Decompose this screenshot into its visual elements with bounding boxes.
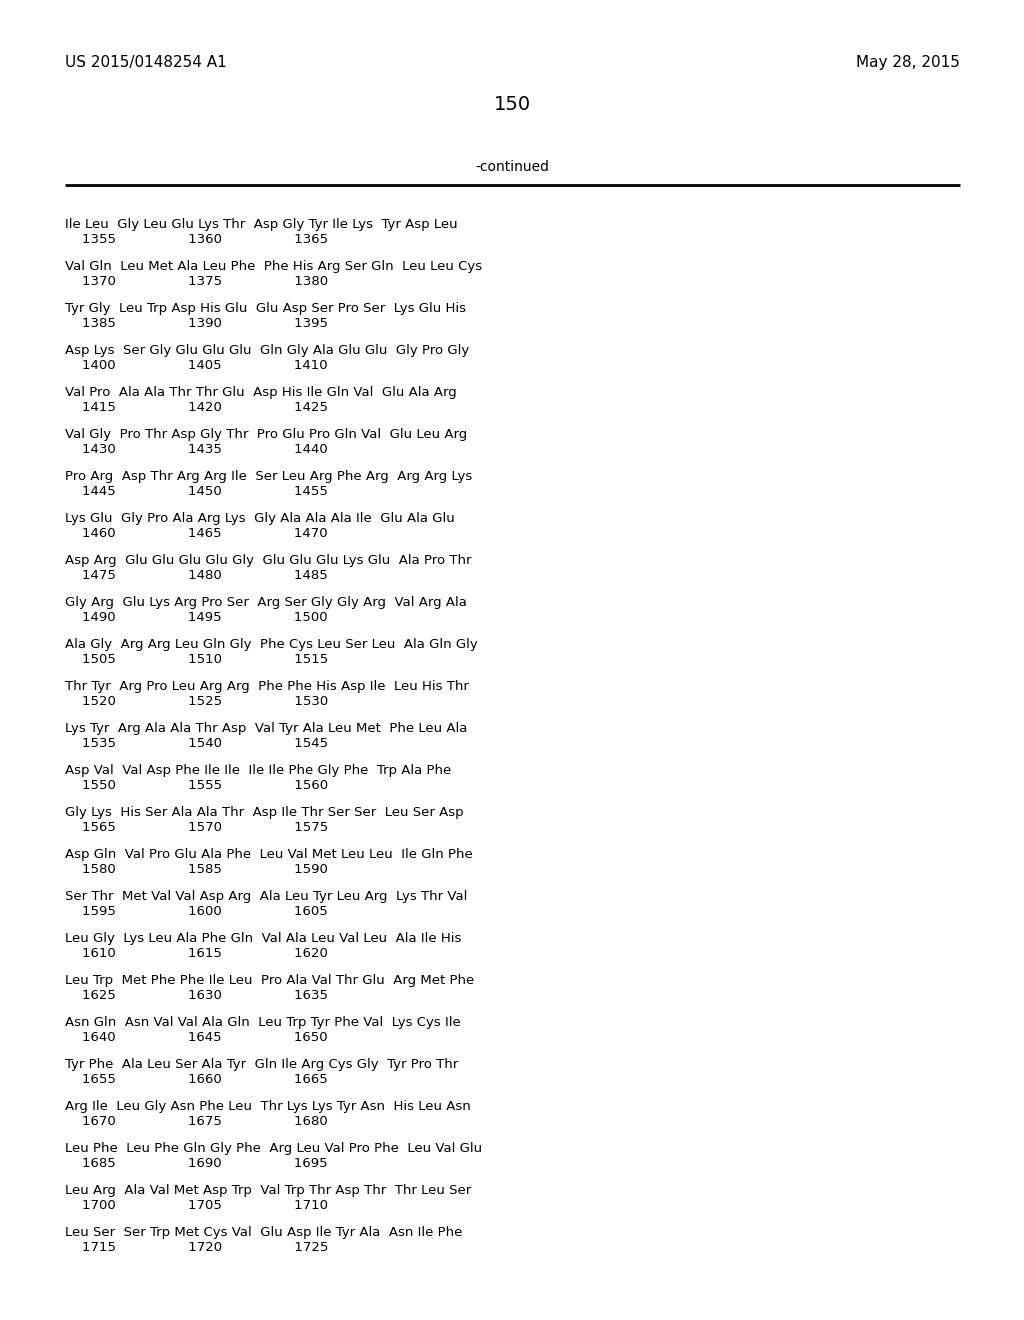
Text: 1640                 1645                 1650: 1640 1645 1650 (65, 1031, 328, 1044)
Text: 1445                 1450                 1455: 1445 1450 1455 (65, 484, 328, 498)
Text: Lys Tyr  Arg Ala Ala Thr Asp  Val Tyr Ala Leu Met  Phe Leu Ala: Lys Tyr Arg Ala Ala Thr Asp Val Tyr Ala … (65, 722, 467, 735)
Text: Val Gln  Leu Met Ala Leu Phe  Phe His Arg Ser Gln  Leu Leu Cys: Val Gln Leu Met Ala Leu Phe Phe His Arg … (65, 260, 482, 273)
Text: Arg Ile  Leu Gly Asn Phe Leu  Thr Lys Lys Tyr Asn  His Leu Asn: Arg Ile Leu Gly Asn Phe Leu Thr Lys Lys … (65, 1100, 471, 1113)
Text: Val Pro  Ala Ala Thr Thr Glu  Asp His Ile Gln Val  Glu Ala Arg: Val Pro Ala Ala Thr Thr Glu Asp His Ile … (65, 385, 457, 399)
Text: Ser Thr  Met Val Val Asp Arg  Ala Leu Tyr Leu Arg  Lys Thr Val: Ser Thr Met Val Val Asp Arg Ala Leu Tyr … (65, 890, 467, 903)
Text: 1625                 1630                 1635: 1625 1630 1635 (65, 989, 328, 1002)
Text: Thr Tyr  Arg Pro Leu Arg Arg  Phe Phe His Asp Ile  Leu His Thr: Thr Tyr Arg Pro Leu Arg Arg Phe Phe His … (65, 680, 469, 693)
Text: 1415                 1420                 1425: 1415 1420 1425 (65, 401, 328, 414)
Text: 1670                 1675                 1680: 1670 1675 1680 (65, 1115, 328, 1129)
Text: 1715                 1720                 1725: 1715 1720 1725 (65, 1241, 329, 1254)
Text: 1385                 1390                 1395: 1385 1390 1395 (65, 317, 328, 330)
Text: 1355                 1360                 1365: 1355 1360 1365 (65, 234, 328, 246)
Text: Asp Gln  Val Pro Glu Ala Phe  Leu Val Met Leu Leu  Ile Gln Phe: Asp Gln Val Pro Glu Ala Phe Leu Val Met … (65, 847, 473, 861)
Text: -continued: -continued (475, 160, 549, 174)
Text: 1610                 1615                 1620: 1610 1615 1620 (65, 946, 328, 960)
Text: Leu Phe  Leu Phe Gln Gly Phe  Arg Leu Val Pro Phe  Leu Val Glu: Leu Phe Leu Phe Gln Gly Phe Arg Leu Val … (65, 1142, 482, 1155)
Text: 1655                 1660                 1665: 1655 1660 1665 (65, 1073, 328, 1086)
Text: May 28, 2015: May 28, 2015 (856, 55, 961, 70)
Text: 1460                 1465                 1470: 1460 1465 1470 (65, 527, 328, 540)
Text: Leu Arg  Ala Val Met Asp Trp  Val Trp Thr Asp Thr  Thr Leu Ser: Leu Arg Ala Val Met Asp Trp Val Trp Thr … (65, 1184, 471, 1197)
Text: Gly Lys  His Ser Ala Ala Thr  Asp Ile Thr Ser Ser  Leu Ser Asp: Gly Lys His Ser Ala Ala Thr Asp Ile Thr … (65, 807, 464, 818)
Text: US 2015/0148254 A1: US 2015/0148254 A1 (65, 55, 226, 70)
Text: 1565                 1570                 1575: 1565 1570 1575 (65, 821, 329, 834)
Text: Tyr Gly  Leu Trp Asp His Glu  Glu Asp Ser Pro Ser  Lys Glu His: Tyr Gly Leu Trp Asp His Glu Glu Asp Ser … (65, 302, 466, 315)
Text: Leu Gly  Lys Leu Ala Phe Gln  Val Ala Leu Val Leu  Ala Ile His: Leu Gly Lys Leu Ala Phe Gln Val Ala Leu … (65, 932, 462, 945)
Text: Tyr Phe  Ala Leu Ser Ala Tyr  Gln Ile Arg Cys Gly  Tyr Pro Thr: Tyr Phe Ala Leu Ser Ala Tyr Gln Ile Arg … (65, 1059, 459, 1071)
Text: 1550                 1555                 1560: 1550 1555 1560 (65, 779, 328, 792)
Text: Ala Gly  Arg Arg Leu Gln Gly  Phe Cys Leu Ser Leu  Ala Gln Gly: Ala Gly Arg Arg Leu Gln Gly Phe Cys Leu … (65, 638, 478, 651)
Text: Leu Ser  Ser Trp Met Cys Val  Glu Asp Ile Tyr Ala  Asn Ile Phe: Leu Ser Ser Trp Met Cys Val Glu Asp Ile … (65, 1226, 463, 1239)
Text: Leu Trp  Met Phe Phe Ile Leu  Pro Ala Val Thr Glu  Arg Met Phe: Leu Trp Met Phe Phe Ile Leu Pro Ala Val … (65, 974, 474, 987)
Text: Asp Val  Val Asp Phe Ile Ile  Ile Ile Phe Gly Phe  Trp Ala Phe: Asp Val Val Asp Phe Ile Ile Ile Ile Phe … (65, 764, 452, 777)
Text: Gly Arg  Glu Lys Arg Pro Ser  Arg Ser Gly Gly Arg  Val Arg Ala: Gly Arg Glu Lys Arg Pro Ser Arg Ser Gly … (65, 597, 467, 609)
Text: 1595                 1600                 1605: 1595 1600 1605 (65, 906, 328, 917)
Text: 150: 150 (494, 95, 530, 114)
Text: 1580                 1585                 1590: 1580 1585 1590 (65, 863, 328, 876)
Text: 1505                 1510                 1515: 1505 1510 1515 (65, 653, 329, 667)
Text: 1700                 1705                 1710: 1700 1705 1710 (65, 1199, 328, 1212)
Text: 1475                 1480                 1485: 1475 1480 1485 (65, 569, 328, 582)
Text: Pro Arg  Asp Thr Arg Arg Ile  Ser Leu Arg Phe Arg  Arg Arg Lys: Pro Arg Asp Thr Arg Arg Ile Ser Leu Arg … (65, 470, 472, 483)
Text: Lys Glu  Gly Pro Ala Arg Lys  Gly Ala Ala Ala Ile  Glu Ala Glu: Lys Glu Gly Pro Ala Arg Lys Gly Ala Ala … (65, 512, 455, 525)
Text: 1430                 1435                 1440: 1430 1435 1440 (65, 444, 328, 455)
Text: 1685                 1690                 1695: 1685 1690 1695 (65, 1158, 328, 1170)
Text: 1490                 1495                 1500: 1490 1495 1500 (65, 611, 328, 624)
Text: Asp Arg  Glu Glu Glu Glu Gly  Glu Glu Glu Lys Glu  Ala Pro Thr: Asp Arg Glu Glu Glu Glu Gly Glu Glu Glu … (65, 554, 471, 568)
Text: Ile Leu  Gly Leu Glu Lys Thr  Asp Gly Tyr Ile Lys  Tyr Asp Leu: Ile Leu Gly Leu Glu Lys Thr Asp Gly Tyr … (65, 218, 458, 231)
Text: 1520                 1525                 1530: 1520 1525 1530 (65, 696, 329, 708)
Text: 1535                 1540                 1545: 1535 1540 1545 (65, 737, 328, 750)
Text: Asn Gln  Asn Val Val Ala Gln  Leu Trp Tyr Phe Val  Lys Cys Ile: Asn Gln Asn Val Val Ala Gln Leu Trp Tyr … (65, 1016, 461, 1030)
Text: 1400                 1405                 1410: 1400 1405 1410 (65, 359, 328, 372)
Text: Val Gly  Pro Thr Asp Gly Thr  Pro Glu Pro Gln Val  Glu Leu Arg: Val Gly Pro Thr Asp Gly Thr Pro Glu Pro … (65, 428, 467, 441)
Text: Asp Lys  Ser Gly Glu Glu Glu  Gln Gly Ala Glu Glu  Gly Pro Gly: Asp Lys Ser Gly Glu Glu Glu Gln Gly Ala … (65, 345, 469, 356)
Text: 1370                 1375                 1380: 1370 1375 1380 (65, 275, 328, 288)
